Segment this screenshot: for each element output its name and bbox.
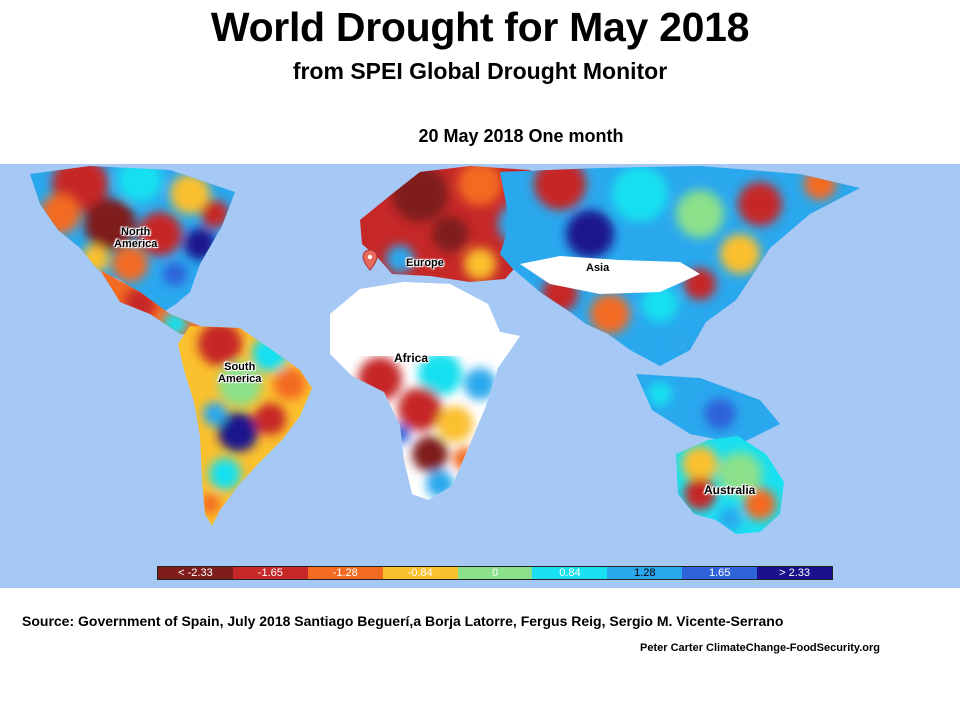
map-graphic [30,166,860,534]
label-asia: Asia [586,262,610,274]
se-asia-region [636,374,780,444]
legend-item: < -2.33 [158,567,233,579]
africa-region [330,282,520,500]
asia-region [500,166,860,366]
south-america-region [178,326,312,526]
legend-item: -0.84 [382,567,458,579]
drought-map: North America South America Europe Afric… [0,164,960,588]
label-south-america: South America [218,361,262,385]
legend-item: 1.28 [607,567,683,579]
legend-item: -1.65 [232,567,308,579]
label-europe: Europe [406,257,444,269]
label-australia: Australia [704,483,756,497]
date-label: 20 May 2018 One month [418,126,624,146]
legend-colorbar: < -2.33 -1.65 -1.28 -0.84 0 0.84 1.28 1.65 > 2.3… [157,566,833,580]
page-title: World Drought for May 2018 [210,4,750,50]
source-text: Source: Government of Spain, July 2018 S… [22,613,784,629]
label-africa: Africa [394,351,429,365]
legend-item: 1.65 [682,567,758,579]
map-pin-icon[interactable] [362,249,378,271]
legend-item: 0 [457,567,533,579]
legend-item: > 2.33 [757,567,833,579]
legend-item: 0.84 [532,567,608,579]
page-subtitle: from SPEI Global Drought Monitor [292,58,668,84]
label-north-america: North America [114,226,158,250]
legend-item: -1.28 [307,567,383,579]
credit-text: Peter Carter ClimateChange-FoodSecurity.… [640,642,881,654]
